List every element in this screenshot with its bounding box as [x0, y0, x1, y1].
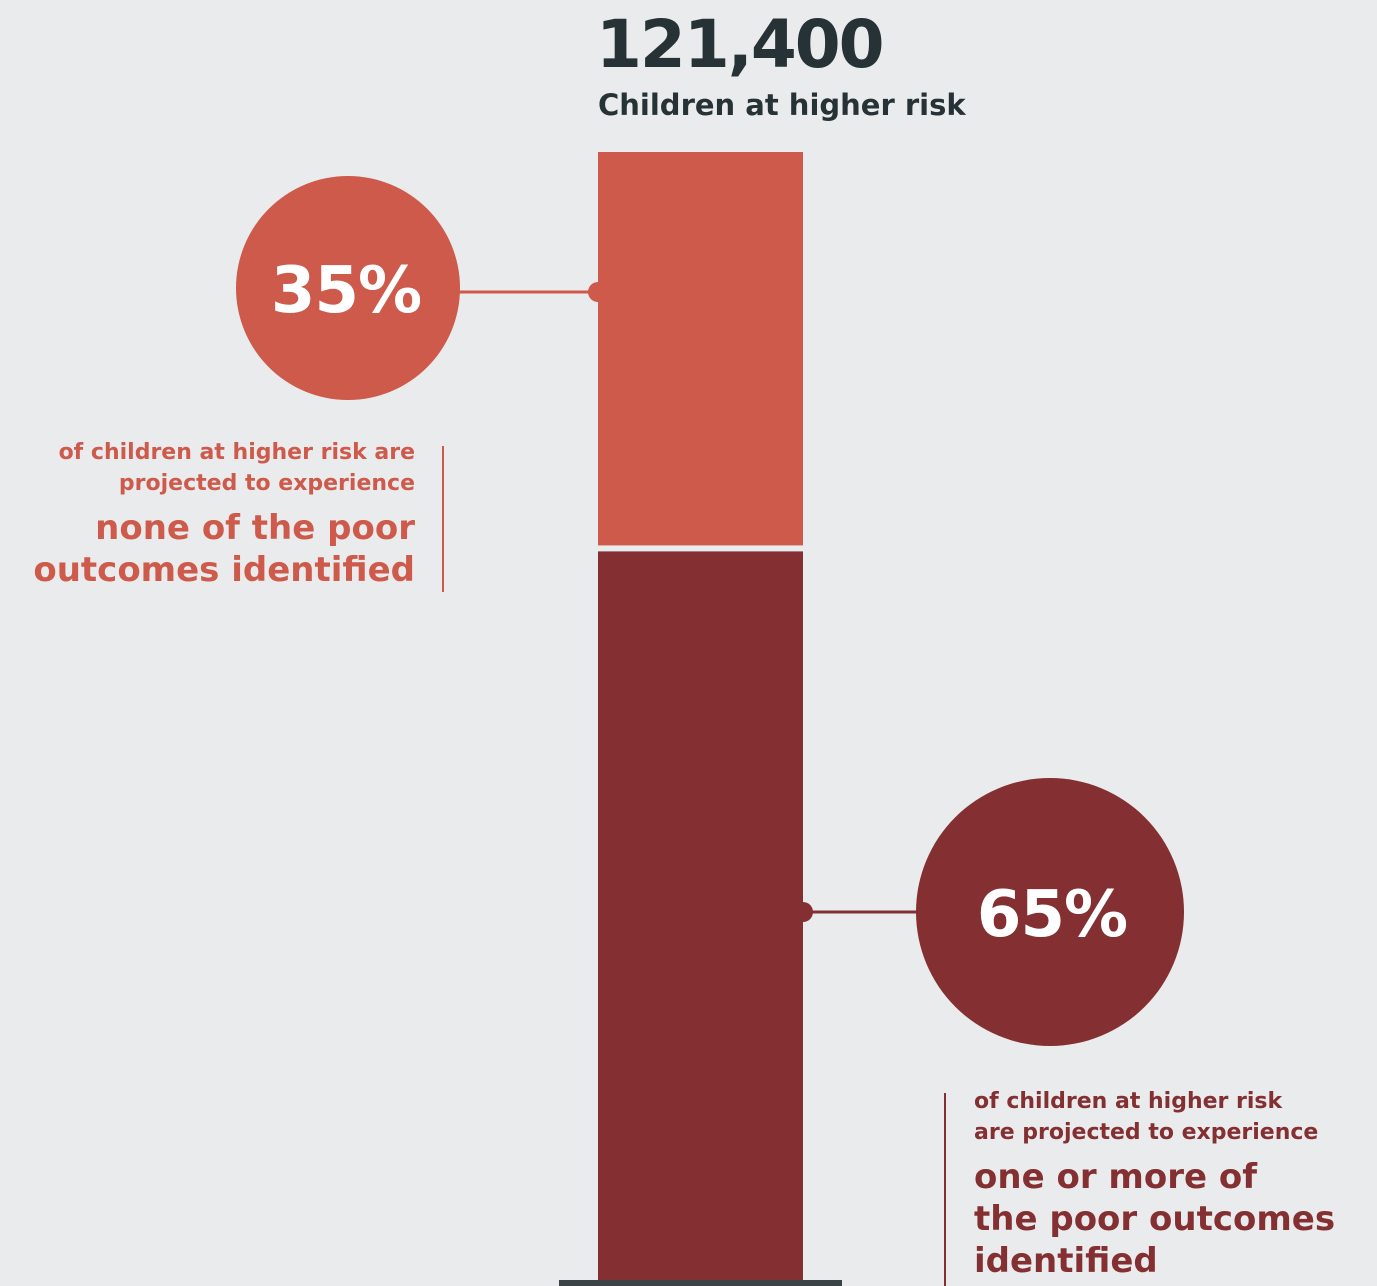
- callout-bottom-big-text: one or more of the poor outcomes identif…: [974, 1156, 1374, 1282]
- callout-top-small-line-1: of children at higher risk are: [58, 440, 415, 465]
- total-value: 121,400: [596, 6, 885, 83]
- callout-top-big-line-1: none of the poor: [95, 508, 415, 548]
- connector-dot-top: [588, 282, 608, 302]
- percent-label-bottom: 65%: [977, 878, 1127, 952]
- callout-top-big-text: none of the poor outcomes identified: [0, 507, 415, 591]
- percent-bubble-bottom: [916, 778, 1184, 1046]
- bar-segment-none: [598, 152, 803, 546]
- callout-bottom-big-line-3: identified: [974, 1241, 1158, 1281]
- callout-top-small-line-2: projected to experience: [118, 471, 415, 496]
- callout-bottom-small-line-2: are projected to experience: [974, 1120, 1319, 1145]
- callout-bottom: of children at higher risk are projected…: [974, 1086, 1374, 1282]
- callout-bottom-big-line-2: the poor outcomes: [974, 1199, 1336, 1239]
- total-label: Children at higher risk: [598, 88, 966, 122]
- callout-bottom-small-line-1: of children at higher risk: [974, 1089, 1283, 1114]
- percent-label-top: 35%: [271, 254, 421, 328]
- callout-bottom-big-line-1: one or more of: [974, 1157, 1258, 1197]
- connector-dot-bottom: [793, 902, 813, 922]
- percent-bubble-top: [236, 176, 460, 400]
- callout-top-big-line-2: outcomes identified: [33, 550, 415, 590]
- callout-top: of children at higher risk are projected…: [0, 437, 415, 591]
- bar-segment-one-or-more: [598, 551, 803, 1282]
